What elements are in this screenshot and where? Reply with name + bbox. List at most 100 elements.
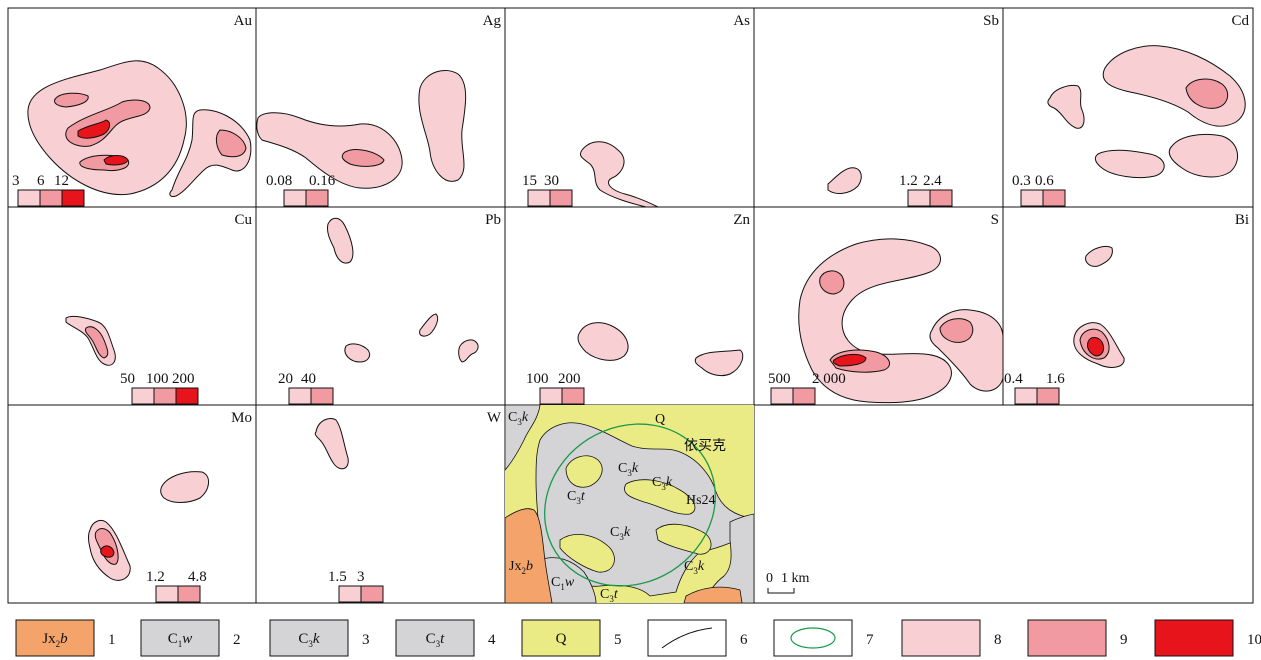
legend-swatch-5: [521, 619, 601, 657]
scale-swatch-sb-2: [929, 189, 953, 207]
legend-number-2: 2: [233, 632, 241, 648]
legend-swatch-9: [1027, 619, 1107, 657]
scale-label-mo-2: 4.8: [188, 569, 207, 585]
panel-cd: [1047, 45, 1246, 179]
scale-label-mo-1: 1.2: [146, 569, 165, 585]
legend-swatch-7: [773, 619, 853, 657]
panel-title-mo: Mo: [231, 410, 252, 426]
scale-swatch-cd-1: [1020, 189, 1044, 207]
quaternary-inlet-4: [559, 534, 615, 573]
scale-label-pb-2: 40: [301, 371, 316, 387]
scale-swatch-s-1: [770, 387, 794, 405]
scale-label-sb-1: 1.2: [899, 173, 918, 189]
scale-bar-zero: 0: [766, 571, 773, 586]
legend-ellipse-icon: [790, 627, 836, 649]
scale-label-cu-1: 50: [120, 371, 135, 387]
scale-label-bi-1: 0.4: [1004, 371, 1023, 387]
scale-swatch-as-2: [549, 189, 573, 207]
scale-label-as-1: 15: [522, 173, 537, 189]
au-anomaly-level3b: [103, 155, 129, 166]
panel-title-ag: Ag: [483, 13, 502, 29]
legend-symbol-1: Jx2b: [42, 631, 68, 649]
scale-label-w-2: 3: [357, 569, 365, 585]
panel-title-w: W: [487, 410, 502, 426]
scale-label-sb-2: 2.4: [923, 173, 942, 189]
scale-label-cd-2: 0.6: [1035, 173, 1054, 189]
scale-swatch-pb-1: [288, 387, 312, 405]
legend-swatch-8: [901, 619, 981, 657]
as-anomaly-level1: [579, 141, 659, 208]
scale-label-au-3: 12: [54, 173, 69, 189]
geo-label-q: Q: [655, 412, 665, 427]
panel-title-zn: Zn: [733, 212, 750, 228]
panel-bi: [1073, 245, 1125, 368]
cd-anomaly-level2: [1185, 78, 1229, 109]
s-anomaly-level2-north: [819, 270, 845, 295]
carboniferous-west-strip: [505, 405, 541, 471]
scale-swatch-cu-1: [131, 387, 155, 405]
geo-label-c3k-b: C3k: [652, 475, 673, 492]
cu-anomaly-level1: [65, 315, 116, 366]
scale-swatch-mo-1: [155, 585, 179, 603]
jixian-body-se: [683, 586, 743, 603]
geo-label-c3k-top: C3k: [508, 410, 529, 427]
zn-anomaly-b: [694, 349, 744, 377]
scale-label-as-2: 30: [544, 173, 559, 189]
scale-swatch-au-1: [17, 189, 41, 207]
scale-label-zn-2: 200: [558, 371, 581, 387]
scale-label-cu-3: 200: [172, 371, 195, 387]
geo-label-c1w: C1w: [551, 575, 575, 592]
legend-number-7: 7: [866, 632, 874, 648]
scale-swatch-cu-2: [153, 387, 177, 405]
scale-bar: 0 1 km: [766, 571, 810, 594]
scale-label-au-2: 6: [37, 173, 45, 189]
bi-anomaly-level3: [1087, 337, 1105, 357]
au-anomaly-level2-east: [215, 129, 247, 158]
panel-s: [798, 238, 1004, 404]
legend-boundary-line-icon: [661, 627, 713, 649]
panel-title-cd: Cd: [1231, 13, 1249, 29]
legend-number-9: 9: [1120, 632, 1128, 648]
mo-anomaly-level3: [100, 545, 115, 558]
quaternary-inlet-1: [565, 455, 603, 488]
panel-mo: [88, 471, 209, 581]
geology-labels: C3k Q 依买克 C3k C3k C3t Hs24 C3k Jx2b C3k …: [508, 410, 726, 604]
geo-label-place: 依买克: [684, 438, 726, 454]
sb-anomaly-level1: [827, 167, 862, 194]
legend-symbol-3: C3k: [298, 631, 320, 649]
scale-swatch-mo-2: [177, 585, 201, 603]
au-anomaly-level2b: [53, 92, 89, 108]
legend: Jx2b 1 C1w 2 C3k 3 C3t 4 Q 5 6 7 8 9 10: [15, 619, 1261, 657]
legend-symbol-2: C1w: [168, 631, 193, 649]
pb-anomaly-b: [419, 313, 439, 337]
bi-anomaly-north: [1085, 245, 1113, 267]
legend-swatch-10: [1154, 619, 1234, 657]
scale-swatch-au-3: [61, 189, 85, 207]
panel-zn: [577, 322, 744, 377]
panel-cu: [65, 315, 116, 366]
scale-swatch-bi-1: [1014, 387, 1038, 405]
panel-title-bi: Bi: [1235, 212, 1249, 228]
legend-symbol-5: Q: [556, 631, 567, 647]
scale-bar-line: [767, 588, 795, 594]
w-anomaly: [314, 418, 349, 470]
scale-swatch-bi-2: [1036, 387, 1060, 405]
legend-swatch-1: [15, 619, 95, 657]
cd-anomaly-level1-south: [1094, 149, 1165, 179]
legend-swatch-2: [140, 619, 220, 657]
scale-swatch-w-2: [360, 585, 384, 603]
scale-swatch-cu-3: [175, 387, 199, 405]
panel-title-au: Au: [234, 13, 253, 29]
cu-anomaly-level2: [85, 326, 109, 359]
cd-anomaly-level1-se: [1168, 133, 1238, 178]
legend-number-6: 6: [740, 632, 748, 648]
scale-label-cu-2: 100: [146, 371, 169, 387]
panel-title-sb: Sb: [983, 13, 999, 29]
scale-swatch-as-1: [527, 189, 551, 207]
scale-swatch-zn-1: [539, 387, 563, 405]
panel-au: [27, 60, 252, 197]
geo-label-c3t-a: C3t: [567, 489, 586, 506]
legend-symbol-4: C3t: [426, 631, 446, 649]
